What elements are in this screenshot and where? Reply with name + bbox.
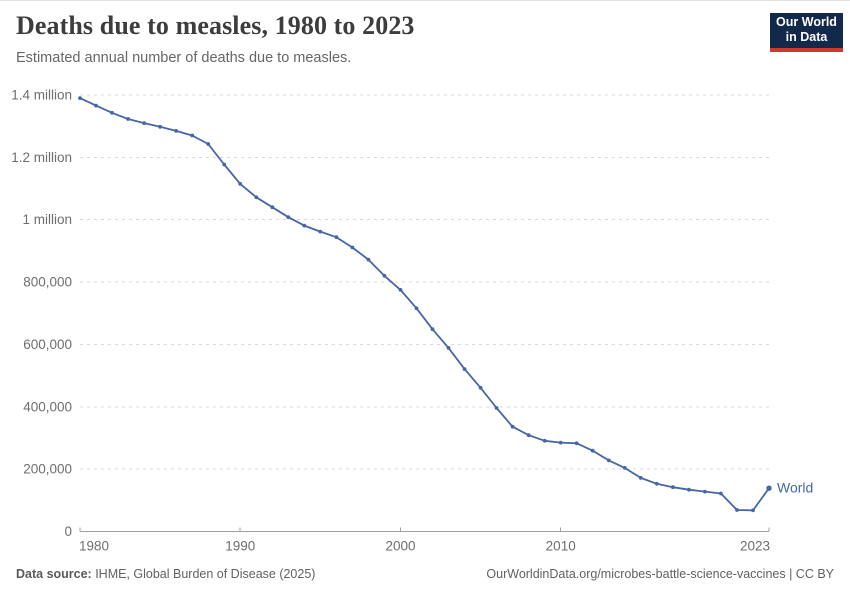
- world-line: [79, 97, 770, 512]
- data-source-label: Data source:: [16, 567, 92, 581]
- data-point-marker: [270, 205, 275, 210]
- data-point-marker: [222, 162, 227, 167]
- y-axis-label: 800,000: [23, 275, 72, 290]
- data-point-marker: [238, 182, 243, 186]
- data-point-marker: [638, 476, 643, 480]
- data-point-marker: [671, 485, 675, 490]
- y-axis-label: 400,000: [23, 399, 72, 414]
- y-axis-label: 200,000: [23, 462, 72, 477]
- data-point-marker: [78, 96, 82, 100]
- owid-logo-line2: in Data: [785, 30, 828, 44]
- x-axis-label: 2023: [740, 539, 770, 554]
- data-point-marker: [510, 424, 515, 429]
- data-point-marker: [174, 129, 179, 133]
- data-source: Data source: IHME, Global Burden of Dise…: [16, 567, 315, 581]
- data-point-marker: [366, 257, 371, 262]
- x-axis-label: 1980: [79, 539, 109, 554]
- data-point-marker: [462, 367, 467, 371]
- data-point-marker: [302, 223, 307, 228]
- x-axis-label: 2010: [546, 539, 576, 554]
- data-point-marker: [542, 438, 547, 443]
- data-point-marker: [126, 117, 130, 121]
- data-point-marker: [446, 346, 451, 350]
- data-point-marker: [158, 124, 163, 129]
- x-axis-label: 2000: [385, 539, 415, 554]
- data-point-marker: [751, 508, 755, 513]
- data-point-marker: [142, 121, 147, 125]
- y-axis-label: 600,000: [23, 337, 72, 352]
- data-point-marker: [110, 110, 114, 115]
- data-point-marker: [494, 406, 499, 410]
- data-point-marker: [206, 142, 211, 146]
- series-end-dot: [766, 485, 772, 491]
- world-series-label: World: [777, 480, 813, 496]
- data-point-marker: [334, 235, 339, 240]
- y-axis-label: 1 million: [22, 212, 72, 227]
- page-title: Deaths due to measles, 1980 to 2023: [16, 11, 415, 40]
- data-point-marker: [254, 195, 259, 200]
- data-point-marker: [398, 288, 403, 292]
- data-point-marker: [382, 273, 387, 278]
- data-point-marker: [574, 441, 579, 446]
- data-point-marker: [590, 448, 595, 453]
- data-point-marker: [735, 508, 739, 512]
- data-point-marker: [190, 133, 195, 138]
- data-point-marker: [318, 229, 323, 234]
- data-point-marker: [478, 385, 483, 390]
- data-source-text: IHME, Global Burden of Disease (2025): [91, 567, 316, 581]
- credit-url: OurWorldinData.org/microbes-battle-scien…: [486, 567, 834, 581]
- data-point-marker: [350, 245, 355, 250]
- chart-header: Deaths due to measles, 1980 to 2023 Esti…: [16, 11, 834, 66]
- data-point-marker: [654, 481, 659, 486]
- data-point-marker: [703, 489, 707, 494]
- owid-logo-line1: Our World: [776, 15, 837, 29]
- y-axis-label: 0: [64, 524, 72, 539]
- data-point-marker: [414, 306, 419, 311]
- y-axis-label: 1.2 million: [11, 150, 72, 165]
- owid-logo[interactable]: Our World in Data: [770, 13, 843, 52]
- data-point-marker: [606, 458, 611, 463]
- data-point-marker: [526, 433, 531, 438]
- data-point-marker: [430, 327, 435, 332]
- data-point-marker: [286, 215, 291, 220]
- y-axis-label: 1.4 million: [11, 88, 72, 103]
- chart-subtitle: Estimated annual number of deaths due to…: [16, 50, 352, 66]
- data-point-marker: [719, 491, 723, 496]
- data-point-marker: [687, 487, 691, 492]
- x-axis-label: 1990: [225, 539, 255, 554]
- data-point-marker: [622, 466, 627, 470]
- data-point-marker: [558, 440, 563, 445]
- data-point-marker: [94, 103, 98, 108]
